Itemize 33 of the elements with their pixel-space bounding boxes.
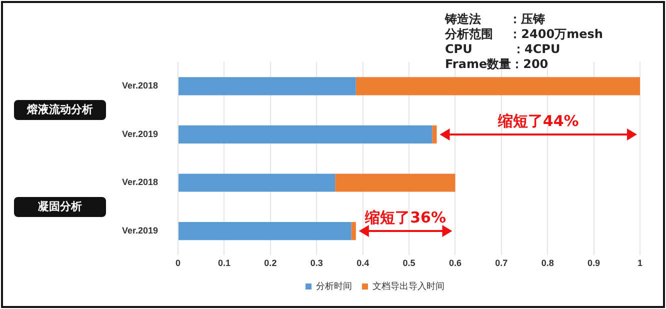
legend-label: 文档导出导入时间 [372,280,444,291]
text: 铸造法 ：压铸 [445,12,546,26]
y-tick-label: Ver.2019 [122,128,158,139]
x-tick-label: 0.5 [402,258,416,268]
y-tick-label: Ver.2018 [122,80,158,91]
x-tick-label: 0.9 [588,258,600,268]
bar [335,174,456,192]
annotation: 缩短了36% [364,208,446,226]
bar [356,77,640,96]
x-tick-label: 0.6 [448,258,462,268]
y-tick-label: Ver.2019 [122,226,158,236]
text: 分析范围 ：2400万mesh [445,27,603,41]
bar [178,77,356,96]
x-tick-label: 0.8 [541,258,554,268]
x-tick-label: 0 [176,258,181,268]
x-tick-label: 0.3 [310,258,323,268]
bar [178,222,352,240]
y-tick-label: Ver.2018 [122,177,158,188]
text: CPU ：4CPU [445,42,560,56]
x-tick-label: 0.1 [218,258,230,268]
legend-label: 分析时间 [316,280,352,291]
text: 凝固分析 [14,196,106,217]
bar [178,125,432,144]
text: 熔液流动分析 [14,100,106,120]
x-tick-label: 1 [637,258,643,268]
bar [351,222,356,240]
x-tick-label: 0.4 [356,258,370,268]
bar [432,125,437,144]
x-tick-label: 0.7 [495,258,508,268]
annotation: Frame数量：200 [445,57,548,71]
annotation: 缩短了44% [496,112,579,130]
x-tick-label: 0.2 [264,258,277,268]
bar [178,174,336,192]
